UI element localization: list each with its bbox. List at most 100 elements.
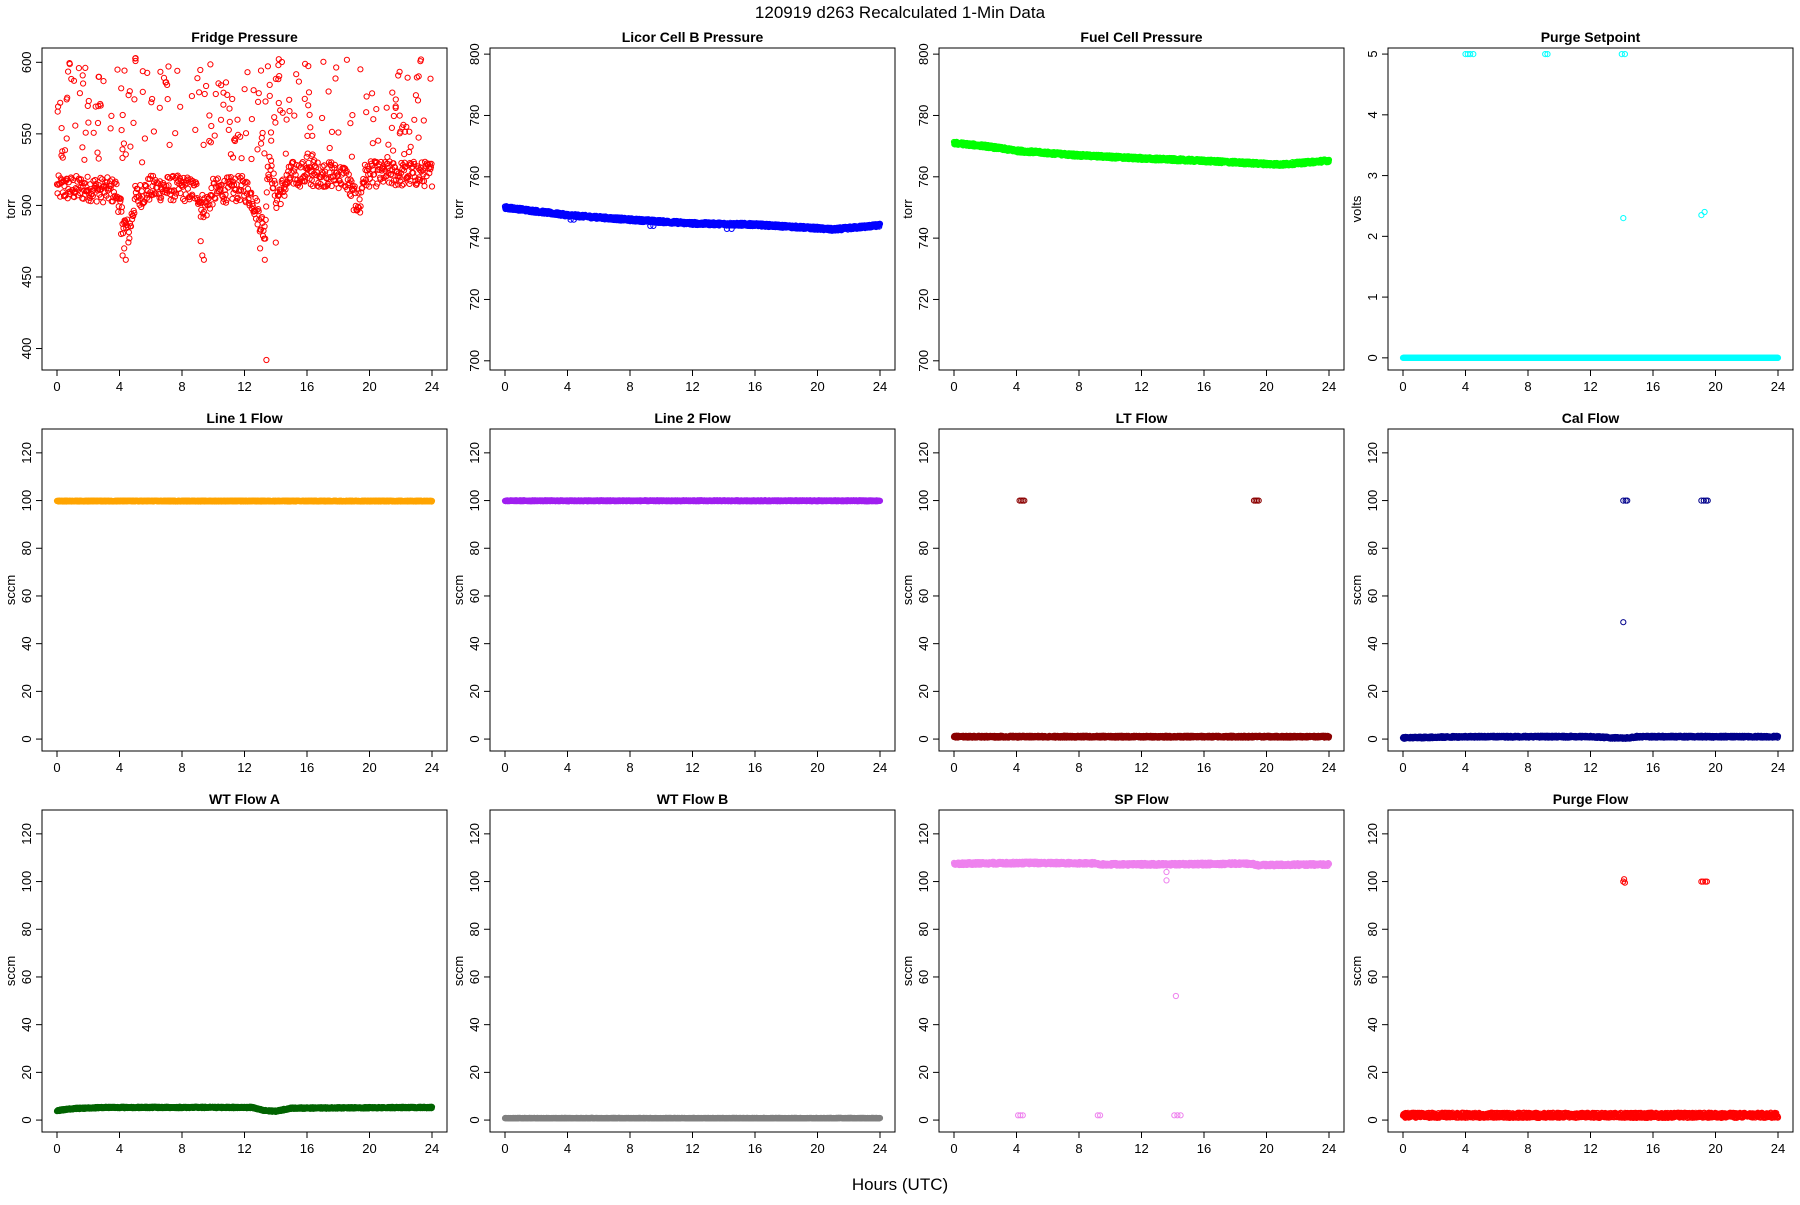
x-tick-label: 20 [362, 379, 376, 394]
y-tick-label: 600 [19, 51, 34, 73]
x-tick-label: 16 [748, 379, 762, 394]
data-point [131, 120, 136, 125]
y-tick-label: 4 [1365, 111, 1380, 118]
data-point [86, 120, 91, 125]
x-tick-label: 4 [564, 379, 571, 394]
data-point [249, 117, 254, 122]
data-point [258, 246, 263, 251]
data-point [262, 151, 267, 156]
data-point [151, 129, 156, 134]
data-point [310, 152, 315, 157]
data-point [272, 115, 277, 120]
y-tick-label: 700 [916, 350, 931, 372]
data-point [287, 109, 292, 114]
data-point [189, 94, 194, 99]
data-point [336, 130, 341, 135]
data-point [405, 75, 410, 80]
x-tick-label: 4 [1462, 379, 1469, 394]
x-tick-label: 0 [1399, 379, 1406, 394]
data-point [300, 160, 305, 165]
data-point [267, 93, 272, 98]
data-point [287, 97, 292, 102]
data-point [197, 90, 202, 95]
data-point [415, 98, 420, 103]
data-point [201, 142, 206, 147]
data-point [227, 106, 232, 111]
data-point [413, 93, 418, 98]
data-point [376, 138, 381, 143]
data-point [82, 157, 87, 162]
data-point [149, 100, 154, 105]
data-point [178, 104, 183, 109]
data-point [193, 127, 198, 132]
data-point [207, 113, 212, 118]
data-point [265, 64, 270, 69]
data-point [264, 204, 269, 209]
y-axis-label: torr [3, 199, 18, 219]
data-point [175, 68, 180, 73]
x-tick-label: 12 [1134, 379, 1148, 394]
data-point [385, 155, 390, 160]
data-point [364, 94, 369, 99]
data-point [262, 257, 267, 262]
data-point [77, 91, 82, 96]
data-point [139, 189, 144, 194]
y-tick-label: 5 [1365, 50, 1380, 57]
data-point [389, 125, 394, 130]
data-point [397, 113, 402, 118]
data-point [157, 105, 162, 110]
data-point [393, 97, 398, 102]
data-point [108, 126, 113, 131]
data-point [230, 96, 235, 101]
y-tick-label: 700 [467, 350, 482, 372]
data-point [140, 160, 145, 165]
data-point [305, 151, 310, 156]
y-axis-label: torr [451, 199, 466, 219]
data-point [408, 144, 413, 149]
x-axis-label: Hours (UTC) [852, 1175, 948, 1194]
data-point [320, 115, 325, 120]
data-point [120, 112, 125, 117]
data-point [322, 163, 327, 168]
y-tick-label: 760 [916, 166, 931, 188]
data-point [227, 119, 232, 124]
data-point [66, 69, 71, 74]
data-point [204, 83, 209, 88]
data-point [122, 246, 127, 251]
y-tick-label: 760 [467, 166, 482, 188]
data-point [210, 202, 215, 207]
x-tick-label: 16 [1197, 379, 1211, 394]
data-point [126, 230, 131, 235]
data-point [95, 150, 100, 155]
data-point [421, 118, 426, 123]
y-tick-label: 800 [467, 43, 482, 65]
data-point [268, 130, 273, 135]
data-point [243, 131, 248, 136]
data-point [249, 156, 254, 161]
data-point [209, 123, 214, 128]
data-point [364, 110, 369, 115]
data-point [55, 191, 60, 196]
data-point [326, 89, 331, 94]
data-point [165, 97, 170, 102]
data-point [166, 64, 171, 69]
data-point [422, 184, 427, 189]
data-point [283, 151, 288, 156]
y-tick-label: 780 [467, 105, 482, 127]
x-tick-label: 4 [1013, 379, 1020, 394]
chart-title: Purge Setpoint [1541, 29, 1641, 45]
data-point [284, 117, 289, 122]
y-tick-label: 400 [19, 338, 34, 360]
data-point [370, 91, 375, 96]
data-point [80, 145, 85, 150]
data-point [357, 197, 362, 202]
y-tick-label: 720 [916, 289, 931, 311]
x-tick-label: 0 [53, 379, 60, 394]
data-point [306, 103, 311, 108]
data-point [292, 113, 297, 118]
